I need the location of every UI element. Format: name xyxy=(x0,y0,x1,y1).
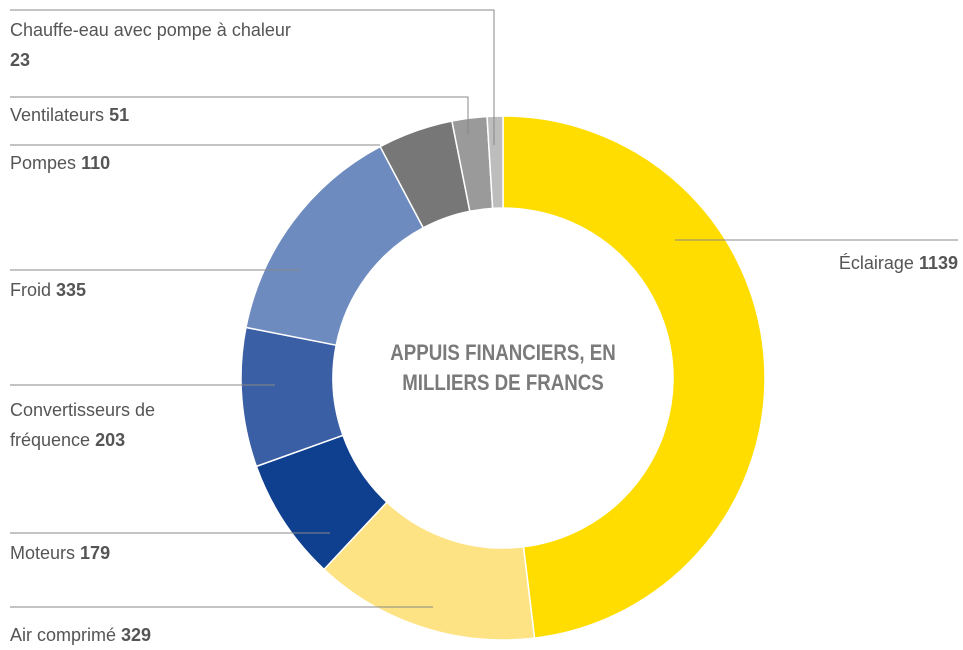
category-name: Moteurs xyxy=(10,543,76,563)
leader-line xyxy=(10,96,469,135)
slice-label: Chauffe-eau avec pompe à chaleur 23 xyxy=(10,15,300,75)
donut-slice xyxy=(502,115,766,639)
slice-label: Pompes 110 xyxy=(10,148,310,178)
value-label: 203 xyxy=(95,430,126,450)
value-label: 1139 xyxy=(918,253,958,273)
category-name: Chauffe-eau avec pompe à chaleur xyxy=(10,20,291,40)
value-label: 329 xyxy=(121,625,152,645)
category-name: Ventilateurs xyxy=(10,105,105,125)
donut-slice xyxy=(486,115,504,210)
category-name: Éclairage xyxy=(838,253,914,273)
slice-label: Éclairage 1139 xyxy=(600,248,958,278)
category-name: Pompes xyxy=(10,153,77,173)
value-label: 179 xyxy=(80,543,111,563)
slice-label: Air comprimé 329 xyxy=(10,620,310,650)
value-label: 23 xyxy=(10,50,31,70)
slice-label: Convertisseurs de fréquence 203 xyxy=(10,395,220,455)
value-label: 51 xyxy=(109,105,130,125)
value-label: 335 xyxy=(56,280,87,300)
chart-title: APPUIS FINANCIERS, EN MILLIERS DE FRANCS xyxy=(390,340,616,395)
value-label: 110 xyxy=(81,153,111,173)
category-name: Convertisseurs de fréquence xyxy=(10,400,156,450)
category-name: Air comprimé xyxy=(10,625,117,645)
slice-label: Ventilateurs 51 xyxy=(10,100,310,130)
slice-label: Froid 335 xyxy=(10,275,310,305)
category-name: Froid xyxy=(10,280,52,300)
leader-line xyxy=(10,9,495,145)
slice-label: Moteurs 179 xyxy=(10,538,310,568)
